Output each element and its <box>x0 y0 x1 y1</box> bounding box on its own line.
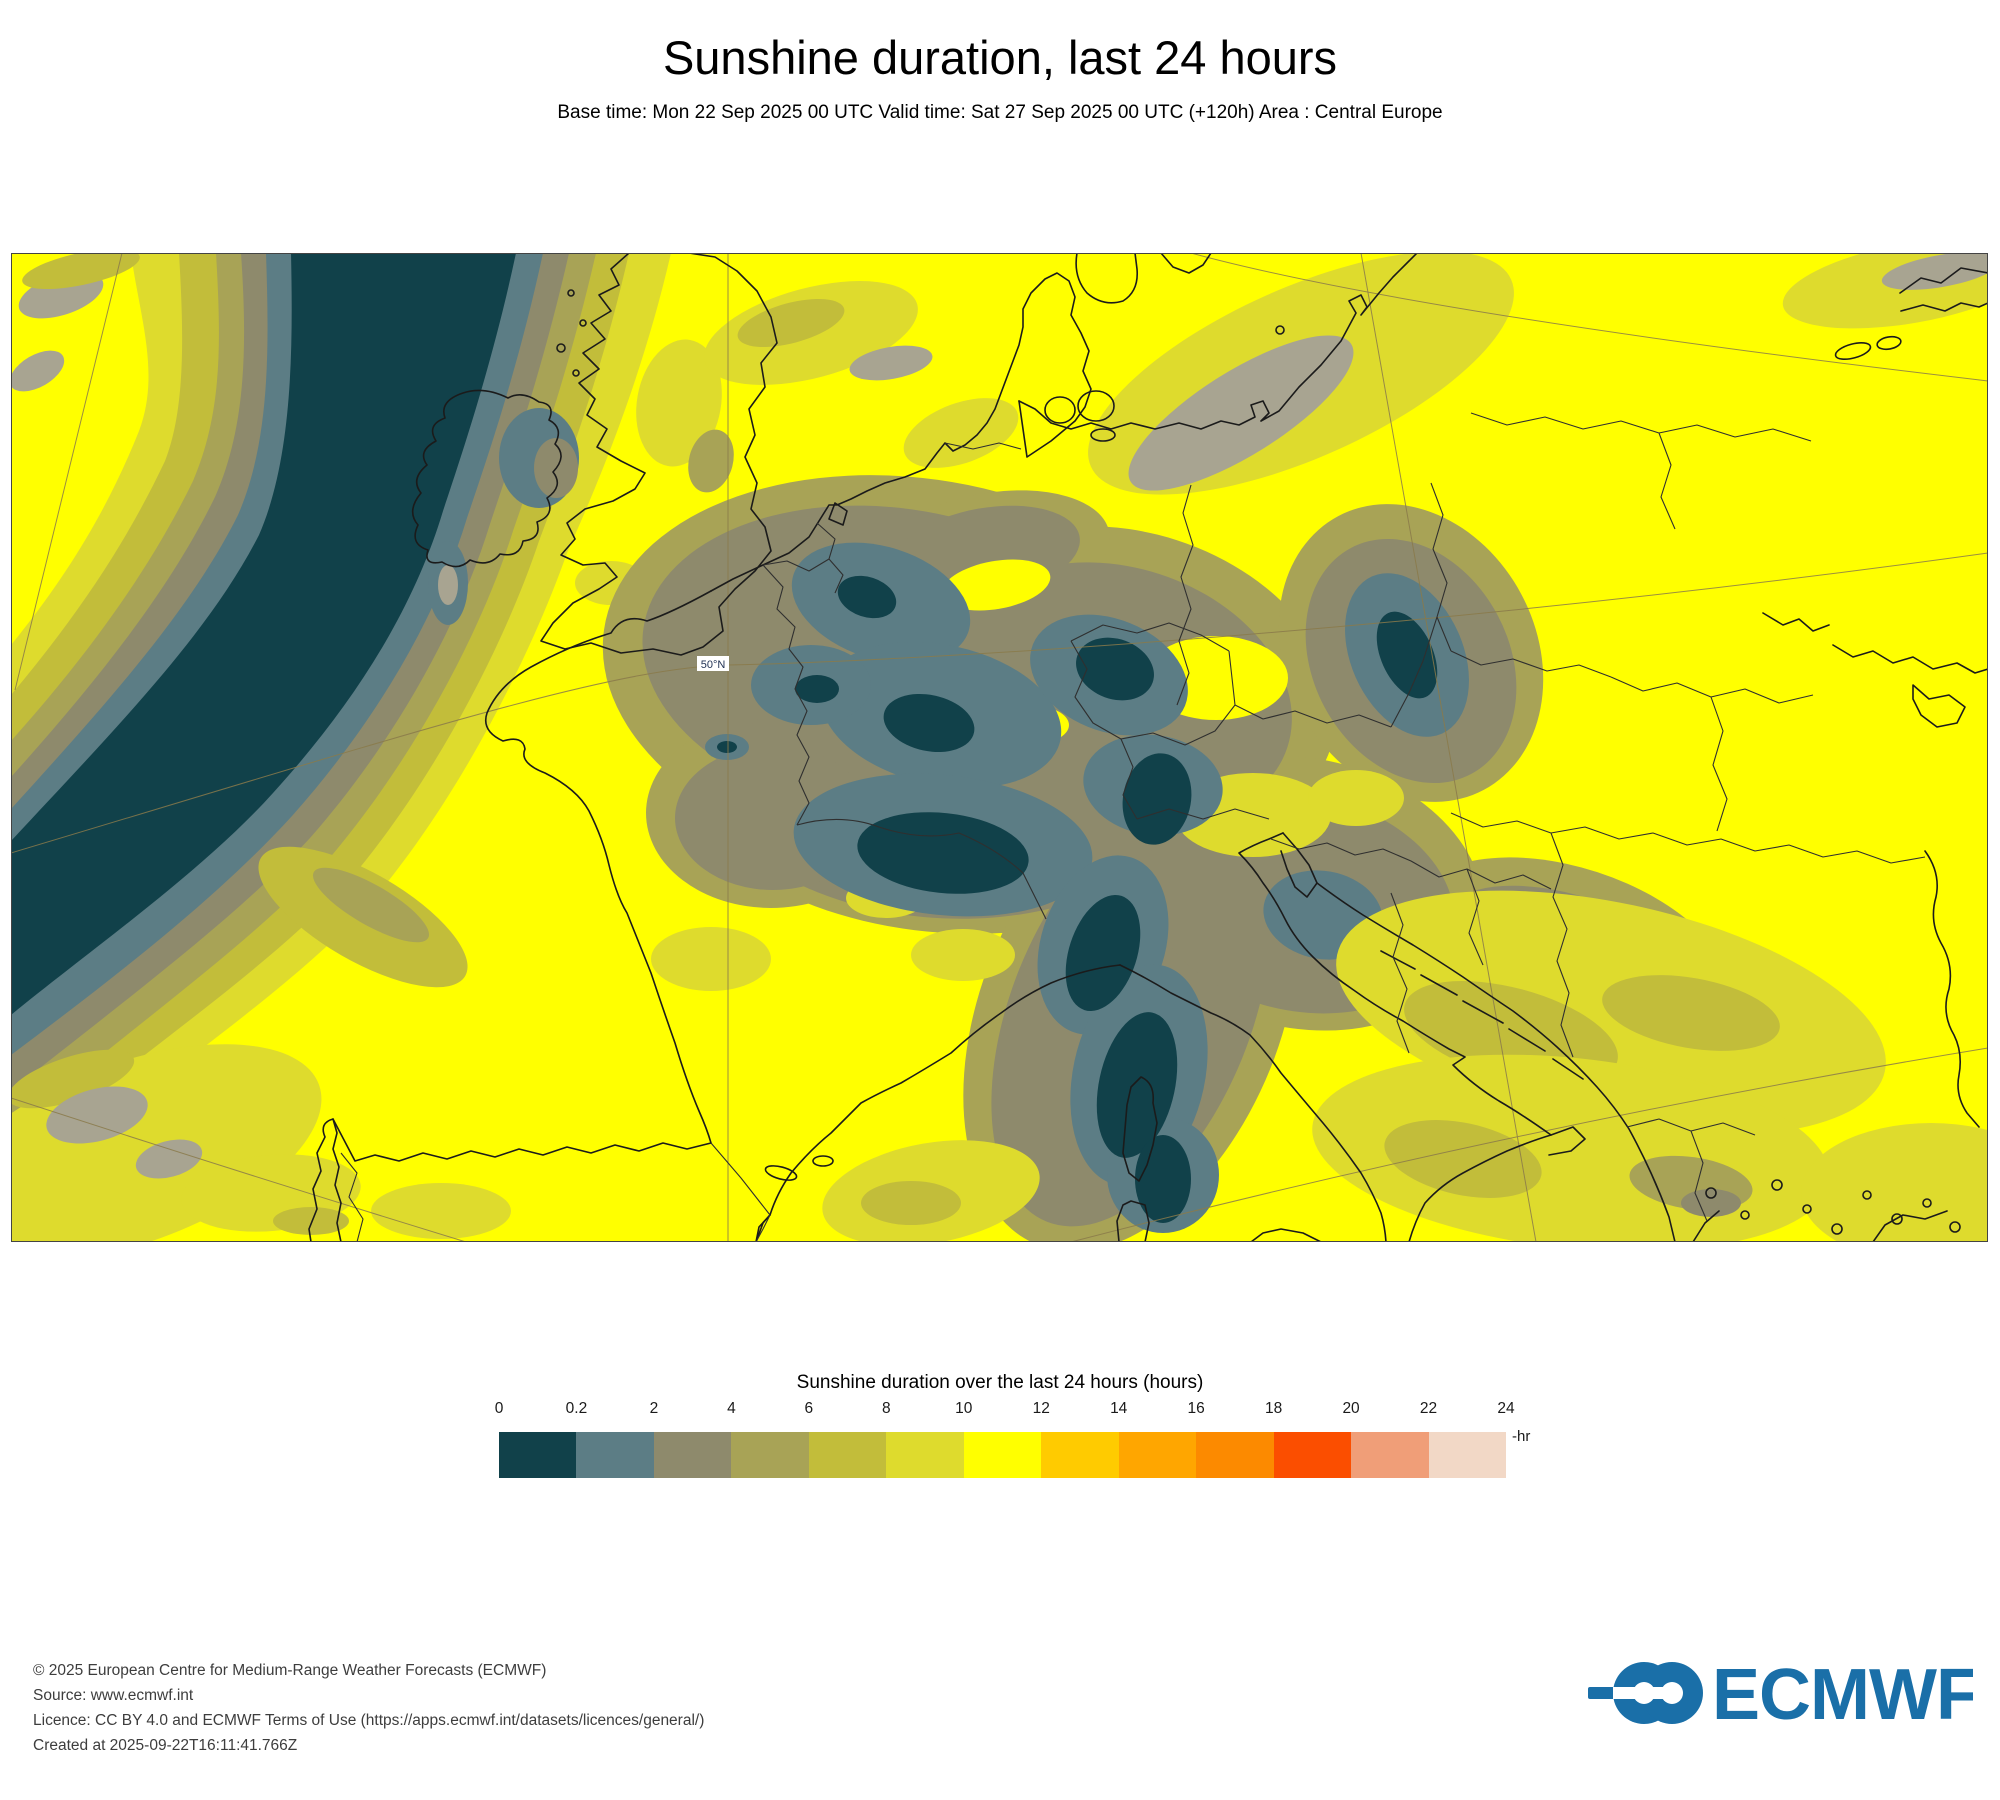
page-title: Sunshine duration, last 24 hours <box>662 31 1338 84</box>
footer-created-at: Created at 2025-09-22T16:11:41.766Z <box>33 1737 298 1754</box>
legend-tick-label: 14 <box>1110 1400 1128 1417</box>
legend-tick-label: 6 <box>804 1400 814 1417</box>
legend-tick-label: 24 <box>1497 1400 1515 1417</box>
legend-color-cell <box>1351 1432 1429 1478</box>
map-frame <box>11 253 1988 1242</box>
legend-tick-label: 10 <box>955 1400 973 1417</box>
legend-color-cell <box>963 1432 1042 1478</box>
legend-color-cell <box>1428 1432 1507 1478</box>
ecmwf-logo-icon <box>1588 1662 1703 1724</box>
legend-color-cell <box>1196 1432 1274 1478</box>
contour-east-patches <box>822 237 2000 1263</box>
contour-west-patches <box>0 248 511 1262</box>
sunshine-duration-map-svg: 50°N <box>0 237 2000 1263</box>
legend-title: Sunshine duration over the last 24 hours… <box>796 1372 1204 1393</box>
legend-tick-label: 4 <box>727 1400 736 1417</box>
footer-copyright: © 2025 European Centre for Medium-Range … <box>33 1662 547 1679</box>
legend-color-cell <box>1273 1432 1352 1478</box>
contour-band-atlantic <box>11 253 671 1197</box>
country-borders <box>340 412 1926 1243</box>
ecmwf-logo: ECMWF <box>1588 1655 1973 1735</box>
legend-color-cell <box>1041 1432 1119 1478</box>
legend-tick-label: 12 <box>1032 1400 1050 1417</box>
legend-tick-label: 0 <box>494 1400 504 1417</box>
contour-central-lows <box>602 475 1731 1252</box>
footer: © 2025 European Centre for Medium-Range … <box>33 1658 704 1758</box>
ecmwf-logo-text: ECMWF <box>1712 1655 1973 1735</box>
legend-color-cell <box>653 1432 732 1478</box>
legend-tick-label: 22 <box>1419 1400 1438 1417</box>
chart-subtitle: Base time: Mon 22 Sep 2025 00 UTC Valid … <box>557 102 1443 123</box>
legend-tick-label: 8 <box>881 1400 891 1417</box>
legend-color-cell <box>731 1432 809 1478</box>
legend-tick-label: 20 <box>1342 1400 1360 1417</box>
grid-label-50n: 50°N <box>697 656 729 671</box>
svg-text:50°N: 50°N <box>701 659 726 671</box>
footer-source: Source: www.ecmwf.int <box>33 1687 194 1704</box>
legend-tick-label: 0.2 <box>565 1400 588 1417</box>
map-gridlines <box>10 252 1989 1243</box>
legend-colorbar <box>499 1432 1507 1478</box>
weather-map: 50°N <box>0 237 2000 1263</box>
legend-color-cell <box>886 1432 964 1478</box>
footer-licence: Licence: CC BY 4.0 and ECMWF Terms of Us… <box>33 1712 705 1729</box>
legend-unit-label: -hr <box>1512 1428 1531 1445</box>
legend-ticks: 0 0.2 2 4 6 8 10 12 14 16 18 20 22 24 <box>495 1400 1515 1420</box>
legend-color-cell <box>499 1432 577 1478</box>
legend-color-cell <box>576 1432 654 1478</box>
coastlines <box>308 252 1989 1243</box>
legend-color-cell <box>808 1432 887 1478</box>
legend-color-cell <box>1118 1432 1197 1478</box>
legend-tick-label: 16 <box>1187 1400 1205 1417</box>
legend-tick-label: 18 <box>1264 1400 1283 1417</box>
legend-tick-label: 2 <box>649 1400 659 1417</box>
